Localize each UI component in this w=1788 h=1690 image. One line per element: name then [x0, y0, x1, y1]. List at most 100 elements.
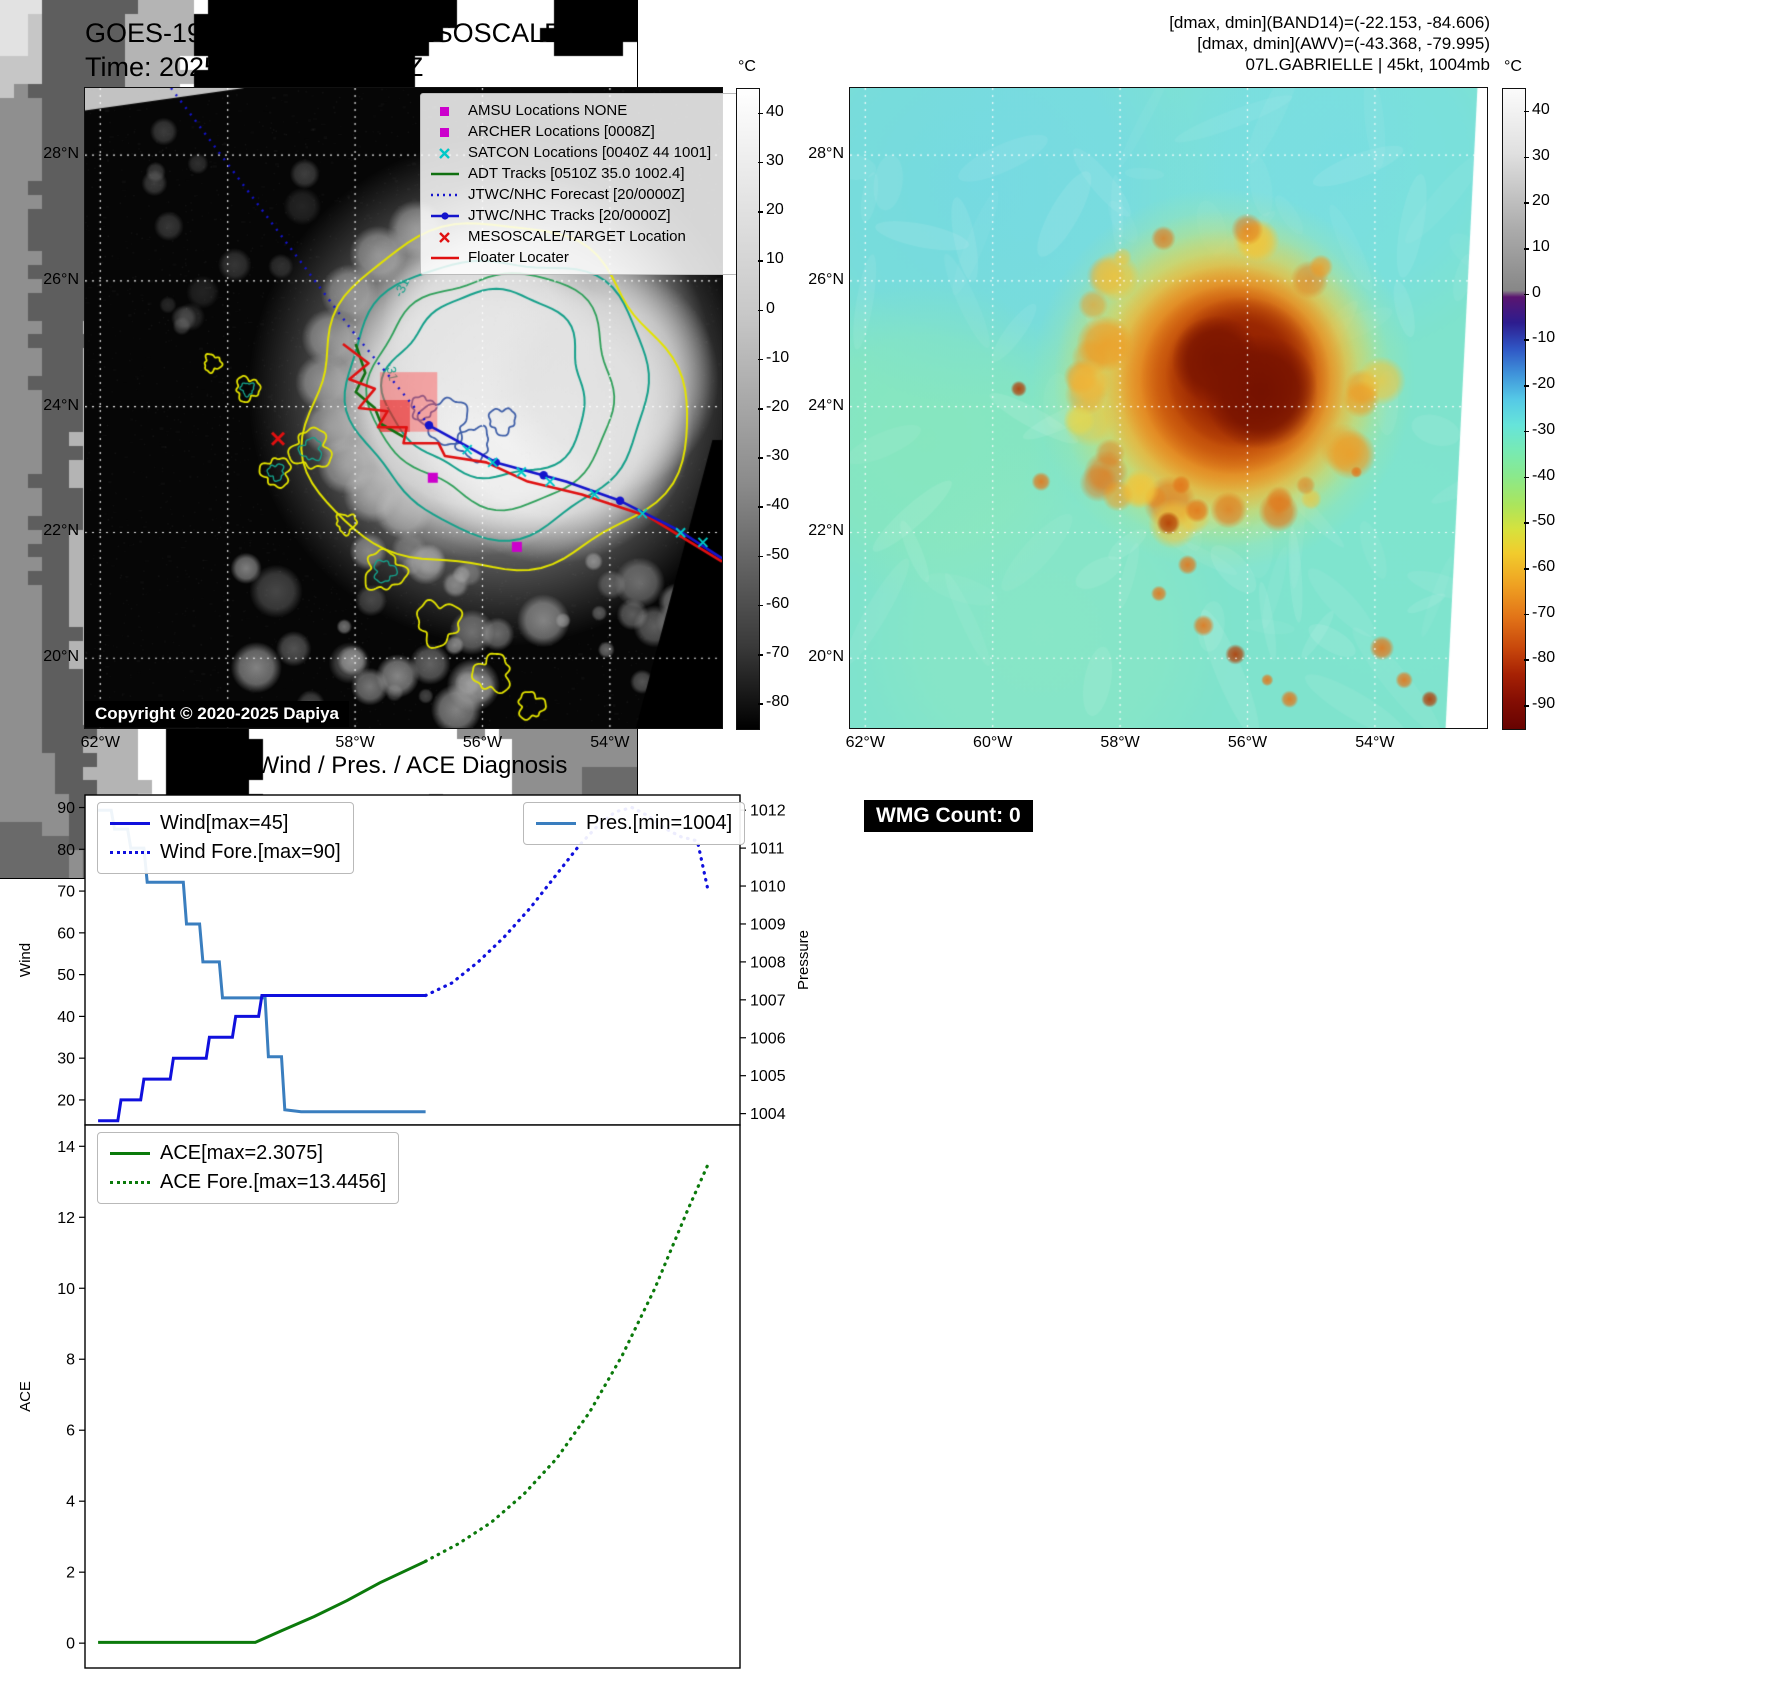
- cbar1-tick-mark: [758, 654, 763, 656]
- y-tick-label: 14: [57, 1139, 75, 1156]
- map-legend-item: JTWC/NHC Tracks [20/0000Z]: [429, 205, 732, 226]
- solid-line-sample-icon: [110, 822, 150, 825]
- cbar2-tick-label: -10: [1532, 329, 1556, 347]
- band14-y-tick-label: 20°N: [43, 648, 79, 666]
- awv-x-tick-label: 54°W: [1355, 734, 1395, 751]
- cbar2-tick-mark: [1524, 293, 1529, 296]
- series-ACE[max=2.3075]: [98, 1559, 427, 1644]
- map-legend-label: AMSU Locations NONE: [468, 102, 628, 119]
- chart-legend-wind_pres-right: Pres.[min=1004]: [523, 802, 746, 845]
- line-marker-marker-icon: [431, 211, 459, 220]
- y-tick-label: 10: [57, 1281, 75, 1298]
- map-legend-item: AMSU Locations NONE: [429, 100, 732, 121]
- cbar2-tick-label: -30: [1532, 420, 1556, 438]
- diagnosis-title: Wind / Pres. / ACE Diagnosis: [256, 752, 568, 779]
- y-right-tick-label: 1009: [750, 916, 786, 933]
- y-right-tick-label: 1010: [750, 879, 786, 896]
- cbar1-tick-label: 40: [766, 102, 784, 120]
- cbar1-tick-label: -50: [766, 545, 790, 563]
- cbar2-tick-label: 10: [1532, 238, 1550, 255]
- cbar1-tick-mark: [758, 260, 763, 262]
- band14-x-tick-label: 60°W: [208, 734, 248, 751]
- square-marker-icon: [440, 127, 449, 137]
- chart-legend-label: Pres.[min=1004]: [586, 812, 733, 834]
- awv-x-tick-label: 62°W: [845, 734, 885, 751]
- y-tick-label: 40: [57, 1009, 75, 1026]
- map-legend-item: SATCON Locations [0040Z 44 1001]: [429, 142, 732, 163]
- cbar1-tick-label: 0: [766, 299, 775, 317]
- chart-legend-item: ACE[max=2.3075]: [110, 1139, 386, 1168]
- band14-y-tick-label: 26°N: [43, 270, 79, 288]
- dotted-marker-icon: [431, 193, 459, 196]
- cbar2-tick-label: -50: [1532, 512, 1556, 530]
- map-legend-label: JTWC/NHC Forecast [20/0000Z]: [468, 186, 685, 203]
- band14-x-tick-label: 56°W: [462, 734, 503, 751]
- chart-legend-item: Pres.[min=1004]: [536, 809, 732, 838]
- cbar1-tick-mark: [758, 408, 763, 410]
- awv-y-tick-label: 20°N: [808, 648, 844, 666]
- cbar2-tick-label: -20: [1532, 375, 1556, 393]
- dotted-line-sample-icon: [110, 851, 150, 854]
- map-legend-label: JTWC/NHC Tracks [20/0000Z]: [468, 207, 671, 224]
- cbar1-tick-label: -70: [766, 644, 790, 662]
- y-right-axis-label: Pressure: [795, 930, 812, 990]
- cbar1-tick-mark: [758, 703, 763, 705]
- map-legend-item: ARCHER Locations [0008Z]: [429, 121, 732, 142]
- awv-header: [dmax, dmin](BAND14)=(-22.153, -84.606) …: [1169, 12, 1490, 75]
- cbar2-tick-label: -70: [1532, 603, 1556, 621]
- cbar1-tick-label: 20: [766, 201, 784, 219]
- cbar1-tick-label: -20: [766, 398, 790, 415]
- awv-header-line1: [dmax, dmin](BAND14)=(-22.153, -84.606): [1169, 13, 1490, 32]
- cbar1-tick-label: -80: [766, 693, 790, 711]
- cbar2-tick-mark: [1524, 202, 1529, 204]
- band14-colorbar-unit: °C: [738, 58, 756, 75]
- y-right-tick-label: 1011: [750, 841, 785, 858]
- line-marker-icon: [431, 256, 459, 259]
- cbar2-tick-mark: [1524, 476, 1529, 479]
- cbar1-tick-mark: [758, 112, 763, 115]
- y-right-tick-label: 1005: [750, 1068, 786, 1085]
- y-tick-label: 30: [57, 1051, 75, 1068]
- y-tick-label: 80: [57, 842, 75, 859]
- chart-legend-label: ACE Fore.[max=13.4456]: [160, 1171, 387, 1193]
- y-tick-label: 0: [66, 1636, 75, 1653]
- cbar2-tick-mark: [1524, 339, 1529, 341]
- chart-legend-ace-left: ACE[max=2.3075] ACE Fore.[max=13.4456]: [97, 1132, 400, 1204]
- cbar2-tick-mark: [1524, 613, 1529, 616]
- band14-title-line1: GOES-19 BAND14-DIAS MESOSCALE: [85, 18, 563, 48]
- chart-series-group-ace: [98, 1164, 709, 1644]
- y-right-tick-label: 1008: [750, 954, 786, 971]
- y-axis-label: Wind: [17, 943, 34, 977]
- map-legend-item: MESOSCALE/TARGET Location: [429, 226, 732, 247]
- cbar1-tick-label: -30: [766, 447, 790, 465]
- awv-y-tick-label: 28°N: [808, 145, 844, 163]
- y-right-tick-label: 1006: [750, 1030, 786, 1047]
- x-marker-icon: [439, 147, 450, 159]
- cbar1-tick-mark: [758, 457, 763, 459]
- chart-legend-item: Wind[max=45]: [110, 809, 341, 838]
- y-right-tick-label: 1004: [750, 1106, 786, 1123]
- cbar2-tick-mark: [1524, 522, 1529, 524]
- map-legend-item: JTWC/NHC Forecast [20/0000Z]: [429, 184, 732, 205]
- cbar2-tick-mark: [1524, 385, 1529, 387]
- map-legend-label: MESOSCALE/TARGET Location: [468, 228, 686, 245]
- cbar2-tick-mark: [1524, 248, 1529, 250]
- cbar2-tick-label: -80: [1532, 649, 1556, 667]
- awv-y-tick-label: 22°N: [808, 522, 844, 540]
- chart-legend-label: Wind[max=45]: [160, 812, 289, 834]
- cbar1-tick-label: -60: [766, 594, 790, 612]
- y-tick-label: 8: [66, 1352, 75, 1369]
- cbar2-tick-mark: [1524, 659, 1529, 661]
- awv-colorbar-unit: °C: [1504, 58, 1522, 75]
- cbar1-tick-mark: [758, 358, 763, 361]
- x-marker-icon: [439, 231, 450, 243]
- cbar1-tick-mark: [758, 506, 763, 508]
- band14-y-tick-label: 28°N: [43, 145, 79, 163]
- awv-x-tick-label: 60°W: [973, 734, 1013, 751]
- y-tick-label: 60: [57, 925, 75, 942]
- series-Wind[max=45]: [98, 994, 426, 1123]
- solid-line-sample-icon: [536, 822, 576, 825]
- y-axis-label: ACE: [17, 1381, 34, 1412]
- cbar2-tick-mark: [1524, 568, 1529, 570]
